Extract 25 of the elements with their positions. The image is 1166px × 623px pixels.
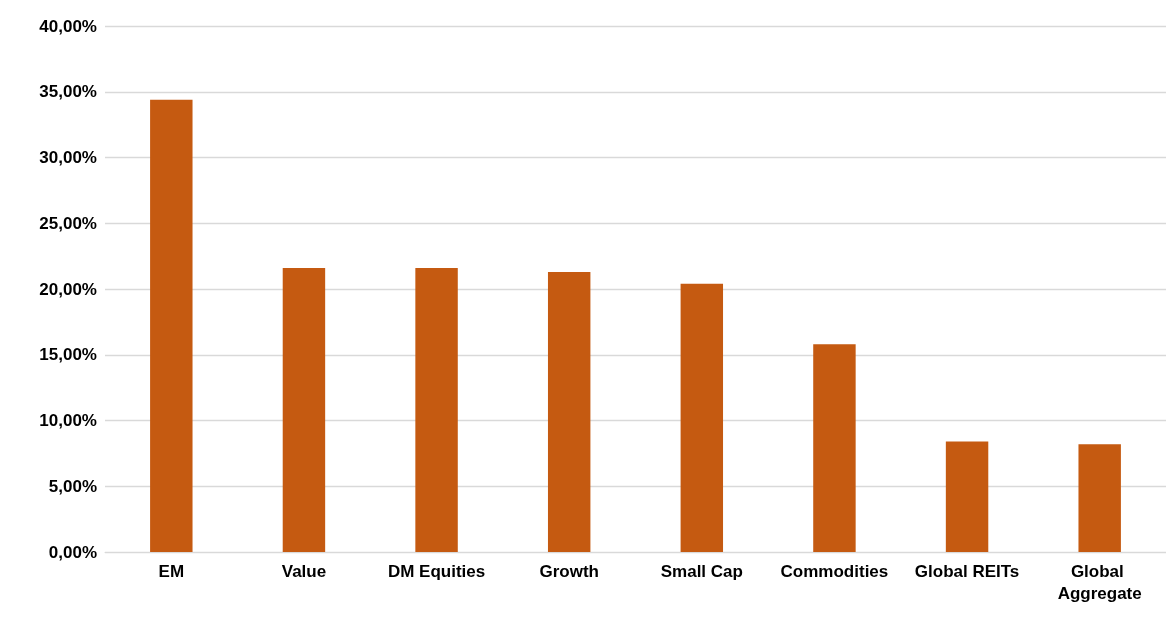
bar [150, 99, 193, 552]
bar [813, 344, 856, 552]
y-tick-label: 10,00% [39, 411, 97, 430]
y-tick-label: 25,00% [39, 213, 97, 233]
x-tick-label: DM Equities [387, 561, 486, 581]
x-tick-label: Small Cap [660, 561, 743, 581]
x-tick-label: Global Aggregate [1057, 561, 1142, 603]
bar [945, 441, 989, 552]
x-tick-label: Commodities [780, 561, 889, 581]
bar [282, 267, 326, 552]
x-tick-label: Growth [539, 561, 599, 581]
x-tick-label: Value [281, 561, 327, 581]
y-tick-label: 40,00% [39, 16, 97, 36]
y-tick-label: 35,00% [39, 82, 97, 102]
y-tick-label: 0,00% [48, 542, 97, 562]
bar [1078, 444, 1121, 552]
y-tick-label: 30,00% [39, 148, 97, 167]
y-tick-label: 5,00% [48, 476, 97, 496]
bar [680, 283, 724, 552]
x-tick-label: Global REITs [914, 561, 1020, 581]
y-tick-label: 15,00% [39, 345, 97, 365]
x-tick-label: EM [158, 561, 185, 581]
bar [415, 267, 458, 552]
y-tick-label: 20,00% [39, 279, 97, 299]
bar [547, 271, 591, 552]
